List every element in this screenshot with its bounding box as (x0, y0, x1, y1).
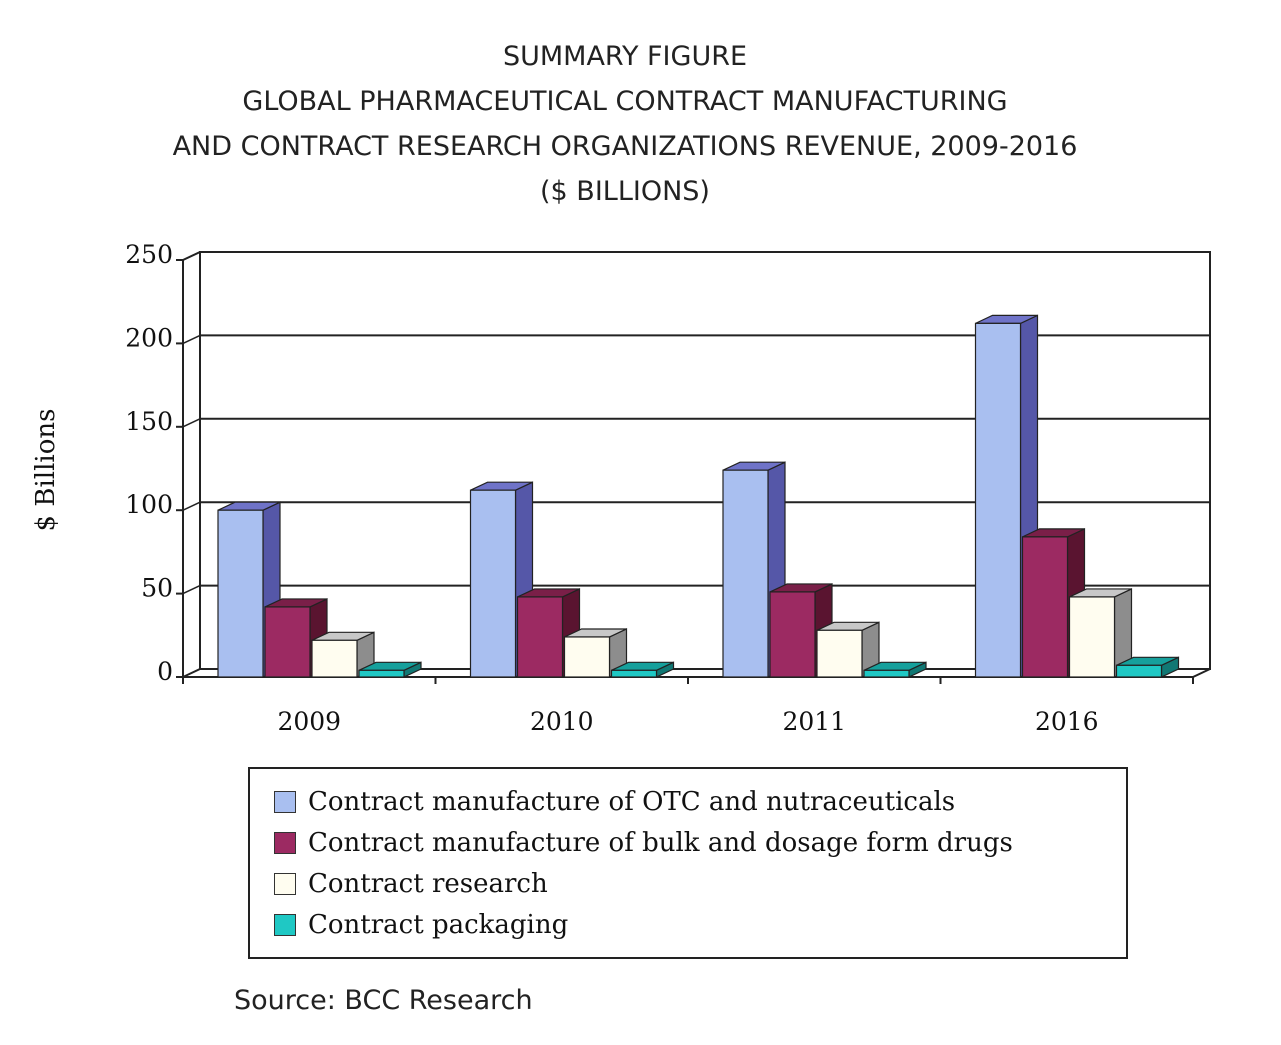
source-note: Source: BCC Research (234, 985, 533, 1016)
legend-label-otc: Contract manufacture of OTC and nutraceu… (308, 787, 956, 817)
bar-face (722, 469, 769, 678)
y-tick-label: 150 (125, 407, 173, 436)
bar (1115, 656, 1180, 678)
gridline-side (182, 584, 201, 595)
bar (311, 631, 375, 678)
title-line-1: SUMMARY FIGURE (502, 41, 748, 72)
legend-swatch-otc (274, 791, 296, 813)
bar-face (863, 669, 910, 678)
bar-face (816, 629, 863, 678)
legend-label-research: Contract research (308, 869, 548, 899)
y-tick-label: 250 (125, 240, 173, 269)
bar (863, 661, 927, 678)
bar-face (217, 509, 264, 678)
bar-face (264, 606, 311, 678)
x-tick-label: 2010 (530, 707, 594, 736)
title-line-3: AND CONTRACT RESEARCH ORGANIZATIONS REVE… (172, 131, 1078, 162)
bar-face (769, 591, 816, 678)
y-tick-label: 0 (157, 657, 173, 686)
title-line-2: GLOBAL PHARMACEUTICAL CONTRACT MANUFACTU… (242, 86, 1008, 117)
bar (610, 661, 675, 678)
chart-title: SUMMARY FIGURE GLOBAL PHARMACEUTICAL CON… (0, 34, 1250, 214)
legend-item-research: Contract research (274, 867, 548, 901)
legend-item-otc: Contract manufacture of OTC and nutraceu… (274, 785, 955, 819)
bar-face (563, 636, 611, 678)
bar (816, 621, 880, 678)
bar-face (1115, 664, 1163, 678)
bar-face (469, 489, 517, 678)
bar-face (311, 639, 358, 678)
x-tick-label: 2009 (277, 707, 341, 736)
legend-item-bulk: Contract manufacture of bulk and dosage … (274, 826, 1013, 860)
bar (974, 314, 1039, 678)
bar-face (358, 669, 405, 678)
legend-swatch-packaging (274, 914, 296, 936)
y-tick-label: 50 (141, 574, 173, 603)
bar (358, 661, 422, 678)
bar (217, 501, 281, 678)
legend-label-packaging: Contract packaging (308, 910, 569, 940)
gridline-side (182, 418, 201, 428)
gridline-side (182, 334, 201, 345)
bar-face (1021, 536, 1069, 678)
gridline-side (182, 501, 201, 511)
x-tick-label: 2011 (782, 707, 846, 736)
gridline-side (182, 251, 201, 261)
bar-face (516, 596, 564, 678)
bar-face (1068, 596, 1116, 678)
bar-face (610, 669, 658, 678)
legend-item-packaging: Contract packaging (274, 908, 568, 942)
bar (563, 628, 628, 678)
legend-label-bulk: Contract manufacture of bulk and dosage … (308, 828, 1013, 858)
legend-swatch-bulk (274, 832, 296, 854)
title-line-4: ($ BILLIONS) (540, 176, 710, 207)
plot-area: 0 50 100 150 200 250 2009 2010 2011 2016 (125, 240, 1211, 736)
bar (1068, 587, 1133, 678)
legend-swatch-research (274, 873, 296, 895)
y-tick-label: 100 (125, 490, 173, 519)
x-tick-label: 2016 (1035, 707, 1099, 736)
legend: Contract manufacture of OTC and nutraceu… (248, 767, 1128, 959)
bar-face (974, 322, 1022, 678)
y-tick-label: 200 (125, 323, 173, 352)
